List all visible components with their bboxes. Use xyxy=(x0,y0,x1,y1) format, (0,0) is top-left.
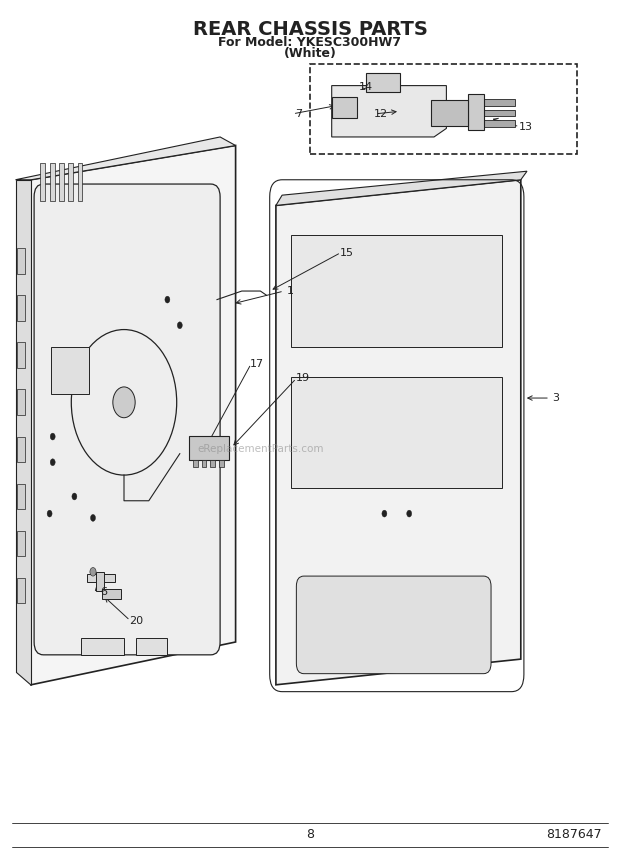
Bar xyxy=(480,99,515,106)
Circle shape xyxy=(113,387,135,418)
Bar xyxy=(17,248,25,274)
Bar xyxy=(291,235,502,347)
Bar xyxy=(468,94,484,130)
FancyBboxPatch shape xyxy=(310,64,577,154)
Bar xyxy=(50,163,55,201)
Circle shape xyxy=(50,433,55,440)
Bar xyxy=(480,110,515,116)
Text: 8187647: 8187647 xyxy=(546,828,601,841)
Text: 13: 13 xyxy=(519,122,533,132)
Circle shape xyxy=(177,322,182,329)
Circle shape xyxy=(91,514,95,521)
Text: 12: 12 xyxy=(374,109,388,119)
Bar xyxy=(102,589,121,599)
Bar xyxy=(202,460,206,467)
Polygon shape xyxy=(332,86,446,137)
FancyBboxPatch shape xyxy=(296,576,491,674)
Text: For Model: YKESC300HW7: For Model: YKESC300HW7 xyxy=(218,36,402,50)
Polygon shape xyxy=(276,180,521,685)
Bar xyxy=(17,389,25,415)
Text: 14: 14 xyxy=(359,82,373,92)
Circle shape xyxy=(47,510,52,517)
Bar xyxy=(17,531,25,556)
Circle shape xyxy=(165,296,170,303)
Bar xyxy=(51,347,89,394)
Text: 1: 1 xyxy=(286,286,294,296)
Circle shape xyxy=(407,510,412,517)
Bar xyxy=(193,460,198,467)
Circle shape xyxy=(90,568,96,576)
Text: 6: 6 xyxy=(100,587,108,597)
Polygon shape xyxy=(31,146,236,685)
Polygon shape xyxy=(16,180,31,685)
Bar xyxy=(81,638,124,655)
Bar xyxy=(17,342,25,368)
Bar xyxy=(59,163,64,201)
Text: 20: 20 xyxy=(130,615,143,626)
Bar xyxy=(480,120,515,127)
Bar xyxy=(96,572,104,591)
Text: 17: 17 xyxy=(250,359,264,369)
Bar xyxy=(291,377,502,488)
Bar xyxy=(332,97,356,118)
Bar xyxy=(17,295,25,321)
Circle shape xyxy=(50,459,55,466)
Text: 8: 8 xyxy=(306,828,314,841)
Circle shape xyxy=(72,493,77,500)
Text: 3: 3 xyxy=(552,393,560,403)
Bar xyxy=(87,574,115,582)
Bar xyxy=(366,73,400,92)
Bar xyxy=(17,437,25,462)
Bar xyxy=(40,163,45,201)
Text: 19: 19 xyxy=(296,373,309,383)
Bar xyxy=(17,484,25,509)
Text: 7: 7 xyxy=(295,109,303,119)
Bar xyxy=(17,578,25,603)
Text: REAR CHASSIS PARTS: REAR CHASSIS PARTS xyxy=(193,21,427,39)
Text: 15: 15 xyxy=(340,247,354,258)
Bar xyxy=(431,100,468,126)
Bar xyxy=(78,163,82,201)
Polygon shape xyxy=(276,171,527,205)
Bar xyxy=(189,436,229,460)
Bar xyxy=(68,163,73,201)
Bar xyxy=(210,460,215,467)
Bar xyxy=(219,460,224,467)
Text: (White): (White) xyxy=(283,46,337,60)
Text: eReplacementParts.com: eReplacementParts.com xyxy=(197,444,324,455)
Circle shape xyxy=(382,510,387,517)
Bar xyxy=(136,638,167,655)
Polygon shape xyxy=(16,137,236,180)
FancyBboxPatch shape xyxy=(34,184,220,655)
